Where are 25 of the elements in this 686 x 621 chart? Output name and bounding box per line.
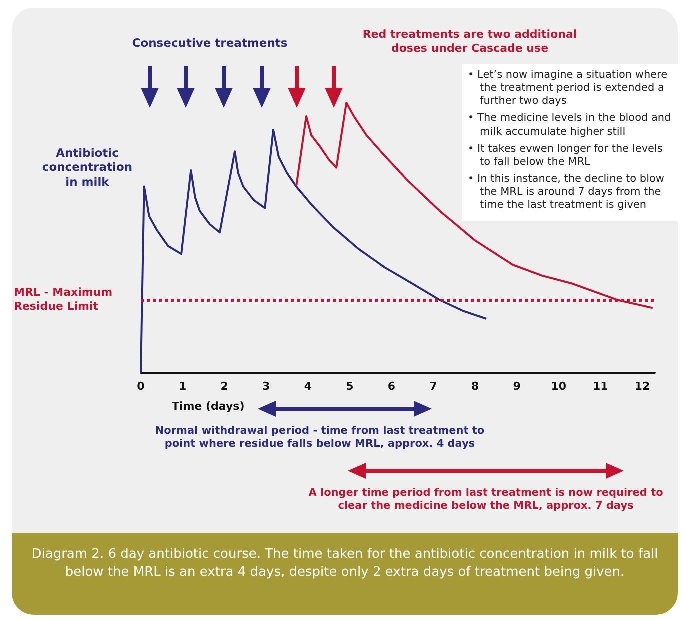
text: A longer time period from last treatment is now required to clear the medicine below the MRL, approx. 7 days	[308, 487, 664, 514]
x-tick-label: 3	[262, 380, 270, 393]
x-tick-label: 5	[346, 380, 354, 393]
x-tick-label: 6	[388, 380, 396, 393]
x-tick-label: 10	[551, 380, 567, 393]
x-tick-label: 8	[471, 380, 480, 393]
x-tick-label: 1	[178, 380, 187, 393]
text: Diagram 2. 6 day antibiotic course. The time taken for the antibiotic concentration in milk to fall below the MRL is an extra 4 days, despite only 2 extra days of treatment being given.	[30, 546, 660, 582]
text: Consecutive treatments	[131, 36, 289, 50]
annotation: • Let’s now imagine a situation where the treatment period is extended a further two days	[468, 69, 669, 108]
x-tick-label: 7	[430, 380, 438, 393]
annotation: • In this instance, the decline to blow the MRL is around 7 days from the time the last treatment is given	[468, 172, 666, 212]
x-tick-label: 11	[593, 380, 608, 393]
text: Normal withdrawal period - time from last treatment to point where residue falls below MRL, approx. 4 days	[154, 425, 486, 452]
x-tick-label: 4	[304, 380, 312, 393]
y-axis-title: Antibiotic concentration in milk	[41, 146, 134, 190]
x-tick-label: 0	[137, 380, 146, 393]
annotation: • It takes evwen longer for the levels to fall below the MRL	[468, 142, 664, 169]
ref-line-label: MRL - Maximum Residue Limit	[14, 286, 114, 314]
x-tick-label: 12	[634, 380, 650, 393]
annotation: • The medicine levels in the blood and milk accumulate higher still	[468, 112, 672, 139]
x-tick-label: 2	[220, 380, 228, 393]
x-axis-title: Time (days)	[172, 400, 246, 414]
x-tick-label: 9	[513, 380, 521, 393]
text: Red treatments are two additional doses under Cascade use	[362, 28, 578, 56]
